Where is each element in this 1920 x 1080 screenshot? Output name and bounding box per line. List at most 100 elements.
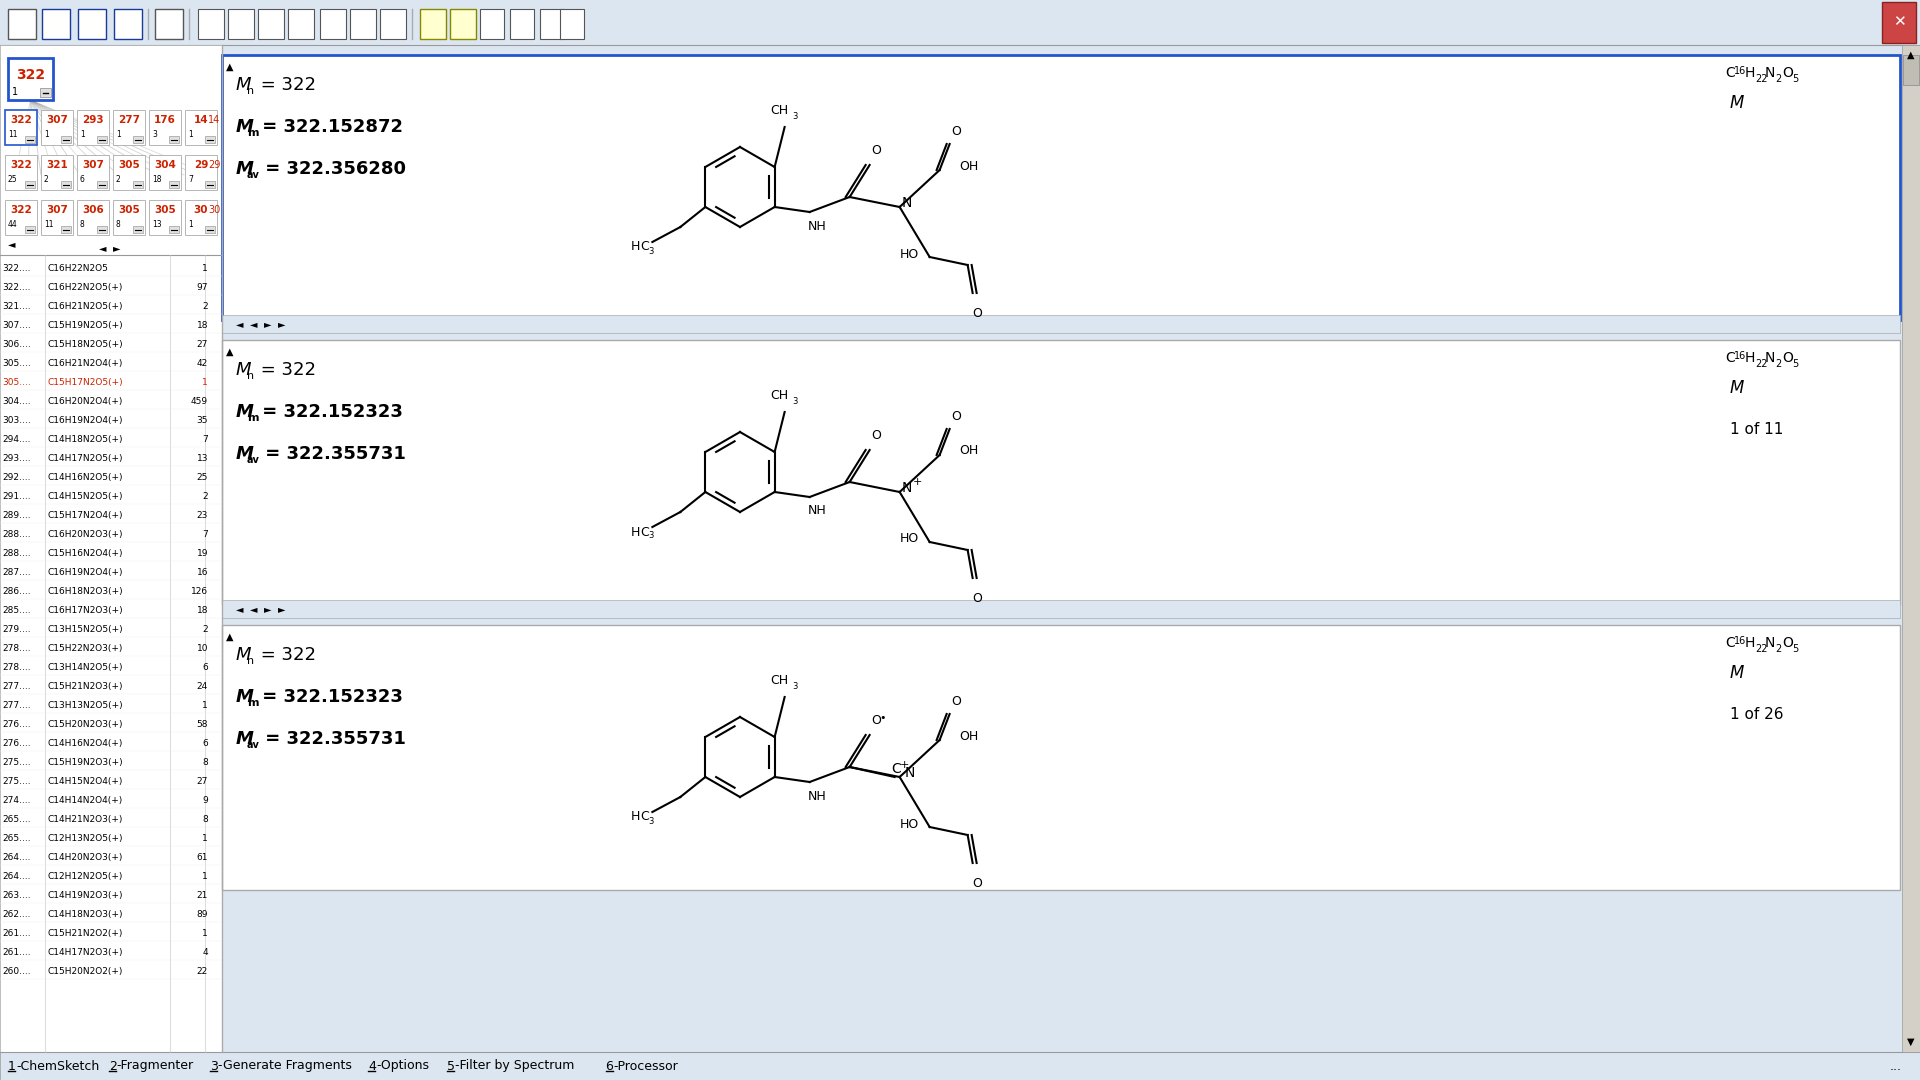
Text: C16H20N2O3(+): C16H20N2O3(+) <box>48 530 123 539</box>
Bar <box>132 136 142 143</box>
Text: -Fragmenter: -Fragmenter <box>117 1059 194 1072</box>
Text: ◄: ◄ <box>250 604 257 615</box>
Text: C16H21N2O5(+): C16H21N2O5(+) <box>48 302 123 311</box>
Text: 18: 18 <box>196 606 207 615</box>
Text: n: n <box>248 656 253 666</box>
Text: 2: 2 <box>109 1059 117 1072</box>
Text: 262....: 262.... <box>2 909 31 919</box>
Text: 307: 307 <box>46 114 67 125</box>
Text: 61: 61 <box>196 853 207 862</box>
Text: H: H <box>630 810 639 823</box>
Text: 44: 44 <box>8 220 17 229</box>
Text: M: M <box>236 118 253 136</box>
Text: C14H18N2O3(+): C14H18N2O3(+) <box>48 909 123 919</box>
Text: 176: 176 <box>154 114 177 125</box>
Text: 16: 16 <box>1734 66 1747 76</box>
Text: 25: 25 <box>8 175 17 184</box>
Text: ▼: ▼ <box>1907 1037 1914 1047</box>
Text: av: av <box>248 740 259 750</box>
Text: C: C <box>891 762 900 777</box>
Text: ...: ... <box>1889 1059 1903 1072</box>
Text: M: M <box>236 445 253 463</box>
Text: n: n <box>248 372 253 381</box>
Text: 279....: 279.... <box>2 625 31 634</box>
Text: C: C <box>641 241 649 254</box>
Text: 265....: 265.... <box>2 834 31 842</box>
Text: C15H16N2O4(+): C15H16N2O4(+) <box>48 549 123 558</box>
Text: ◄: ◄ <box>100 243 106 253</box>
Text: 288....: 288.... <box>2 549 31 558</box>
Text: m: m <box>248 129 259 138</box>
Text: 1: 1 <box>44 130 48 139</box>
Text: +: + <box>912 477 922 487</box>
Text: N: N <box>904 766 916 780</box>
Bar <box>0 255 223 1052</box>
Text: -Processor: -Processor <box>614 1059 678 1072</box>
Bar <box>169 226 179 233</box>
Text: 3: 3 <box>793 112 799 121</box>
Text: 13: 13 <box>196 454 207 463</box>
Text: = 322: = 322 <box>255 361 317 379</box>
Text: = 322.152323: = 322.152323 <box>255 688 403 706</box>
Text: 22: 22 <box>1755 359 1768 369</box>
Text: 294....: 294.... <box>2 435 31 444</box>
Text: n: n <box>248 86 253 96</box>
Bar <box>77 110 109 145</box>
Text: O: O <box>872 429 881 442</box>
Text: H: H <box>630 241 639 254</box>
Bar <box>223 600 1901 618</box>
Text: 16: 16 <box>1734 636 1747 646</box>
Text: C14H18N2O5(+): C14H18N2O5(+) <box>48 435 123 444</box>
Text: 288....: 288.... <box>2 530 31 539</box>
Text: O: O <box>872 714 881 727</box>
Text: C13H14N2O5(+): C13H14N2O5(+) <box>48 663 123 672</box>
Text: 1: 1 <box>81 130 84 139</box>
Text: 305: 305 <box>154 205 177 215</box>
Text: 11: 11 <box>8 130 17 139</box>
Text: 18: 18 <box>196 321 207 329</box>
Bar <box>223 55 1901 320</box>
Text: C15H20N2O2(+): C15H20N2O2(+) <box>48 967 123 976</box>
Text: 16: 16 <box>1734 351 1747 361</box>
Text: 260....: 260.... <box>2 967 31 976</box>
Text: 6: 6 <box>605 1059 614 1072</box>
Text: NH: NH <box>808 219 826 232</box>
Text: HO: HO <box>900 818 920 831</box>
Text: 23: 23 <box>196 511 207 519</box>
Text: O: O <box>952 696 962 708</box>
Bar <box>113 200 146 235</box>
Bar <box>1903 55 1918 85</box>
Text: 2: 2 <box>1774 75 1782 84</box>
Text: O: O <box>952 410 962 423</box>
Text: 3: 3 <box>152 130 157 139</box>
Text: ►: ► <box>265 319 273 329</box>
Bar <box>150 110 180 145</box>
Bar <box>205 226 215 233</box>
Text: 275....: 275.... <box>2 777 31 786</box>
Bar <box>0 45 223 255</box>
Text: 1: 1 <box>12 87 17 97</box>
Bar <box>184 200 217 235</box>
Text: 22: 22 <box>1755 644 1768 654</box>
Text: C15H20N2O3(+): C15H20N2O3(+) <box>48 720 123 729</box>
Text: •: • <box>879 713 887 723</box>
Text: 261....: 261.... <box>2 948 31 957</box>
Bar <box>1903 45 1920 1052</box>
Text: ▲: ▲ <box>1907 50 1914 60</box>
Text: 277....: 277.... <box>2 701 31 710</box>
Text: 30: 30 <box>207 205 221 215</box>
Text: 8: 8 <box>115 220 121 229</box>
Bar <box>40 156 73 190</box>
Text: 2: 2 <box>202 625 207 634</box>
Text: C: C <box>1724 66 1736 80</box>
Text: ►: ► <box>113 243 121 253</box>
Text: = 322.355731: = 322.355731 <box>259 445 405 463</box>
Text: H: H <box>1745 636 1755 650</box>
Text: 277....: 277.... <box>2 681 31 691</box>
Text: 303....: 303.... <box>2 416 31 424</box>
Text: C16H20N2O4(+): C16H20N2O4(+) <box>48 396 123 406</box>
Text: 275....: 275.... <box>2 758 31 767</box>
Text: C16H22N2O5: C16H22N2O5 <box>48 264 109 273</box>
Bar <box>540 9 564 39</box>
Text: ◄: ◄ <box>236 319 244 329</box>
